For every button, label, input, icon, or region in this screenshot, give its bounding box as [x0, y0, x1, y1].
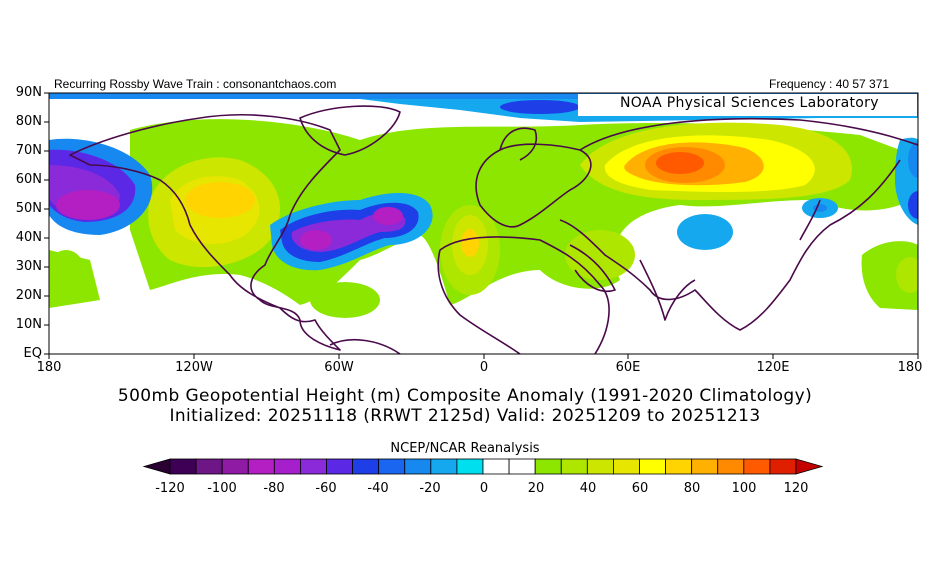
lat-label: 30N: [15, 259, 42, 274]
colorbar-label: -80: [263, 481, 285, 496]
colorbar-swatch: [691, 458, 719, 475]
colorbar-swatch: [456, 458, 484, 475]
colorbar-swatch: [534, 458, 562, 475]
lat-label: 60N: [15, 172, 42, 187]
figure-subtitle: Initialized: 20251118 (RRWT 2125d) Valid…: [169, 406, 761, 426]
anomaly-field: [49, 93, 918, 354]
lat-label: 90N: [15, 85, 42, 100]
axis-ticks: [44, 92, 919, 359]
lon-label: 180: [36, 360, 62, 375]
colorbar: [142, 458, 824, 475]
lon-label: 0: [479, 360, 489, 375]
colorbar-swatch: [665, 458, 693, 475]
colorbar-swatch: [769, 458, 797, 475]
colorbar-swatch: [352, 458, 380, 475]
colorbar-label: 0: [479, 481, 489, 496]
colorbar-swatch: [404, 458, 432, 475]
colorbar-swatch: [378, 458, 406, 475]
colorbar-min-arrow: [142, 458, 171, 475]
lat-label: 50N: [15, 201, 42, 216]
lon-label: 180: [897, 360, 923, 375]
colorbar-swatch: [430, 458, 458, 475]
colorbar-swatch: [508, 458, 536, 475]
colorbar-swatch: [169, 458, 197, 475]
colorbar-label: 40: [579, 481, 597, 496]
colorbar-title: NCEP/NCAR Reanalysis: [390, 441, 540, 456]
colorbar-label: 120: [783, 481, 809, 496]
colorbar-label: -20: [419, 481, 441, 496]
colorbar-swatch: [482, 458, 510, 475]
lon-label: 120W: [175, 360, 213, 375]
colorbar-swatch: [195, 458, 223, 475]
colorbar-label: -60: [315, 481, 337, 496]
lat-label: 70N: [15, 143, 42, 158]
colorbar-label: -120: [155, 481, 185, 496]
colorbar-label: 80: [683, 481, 701, 496]
colorbar-swatch: [221, 458, 249, 475]
colorbar-swatch: [717, 458, 745, 475]
org-label: NOAA Physical Sciences Laboratory: [620, 95, 879, 111]
lon-label: 120E: [756, 360, 790, 375]
colorbar-swatch: [247, 458, 275, 475]
frequency-label: Frequency : 40 57 371: [769, 77, 890, 91]
source-credit: Recurring Rossby Wave Train : consonantc…: [54, 77, 337, 91]
colorbar-label: -40: [367, 481, 389, 496]
lon-label: 60W: [324, 360, 354, 375]
lat-label: EQ: [23, 346, 42, 361]
colorbar-swatch: [326, 458, 353, 475]
figure-title: 500mb Geopotential Height (m) Composite …: [117, 386, 813, 406]
colorbar-swatch: [273, 458, 301, 475]
colorbar-swatch: [300, 458, 327, 475]
colorbar-swatch: [639, 458, 666, 475]
colorbar-label: 100: [731, 481, 757, 496]
lat-label: 10N: [15, 317, 42, 332]
coastlines: [69, 105, 918, 354]
colorbar-swatch: [560, 458, 588, 475]
colorbar-label: 20: [527, 481, 545, 496]
colorbar-label: 60: [631, 481, 649, 496]
colorbar-swatch: [743, 458, 771, 475]
colorbar-max-arrow: [795, 458, 824, 475]
colorbar-swatch: [613, 458, 640, 475]
lat-label: 20N: [15, 288, 42, 303]
org-label-box: [578, 94, 917, 116]
lat-label: 40N: [15, 230, 42, 245]
lat-label: 80N: [15, 114, 42, 129]
lon-label: 60E: [615, 360, 641, 375]
colorbar-label: -100: [207, 481, 237, 496]
colorbar-swatch: [586, 458, 614, 475]
